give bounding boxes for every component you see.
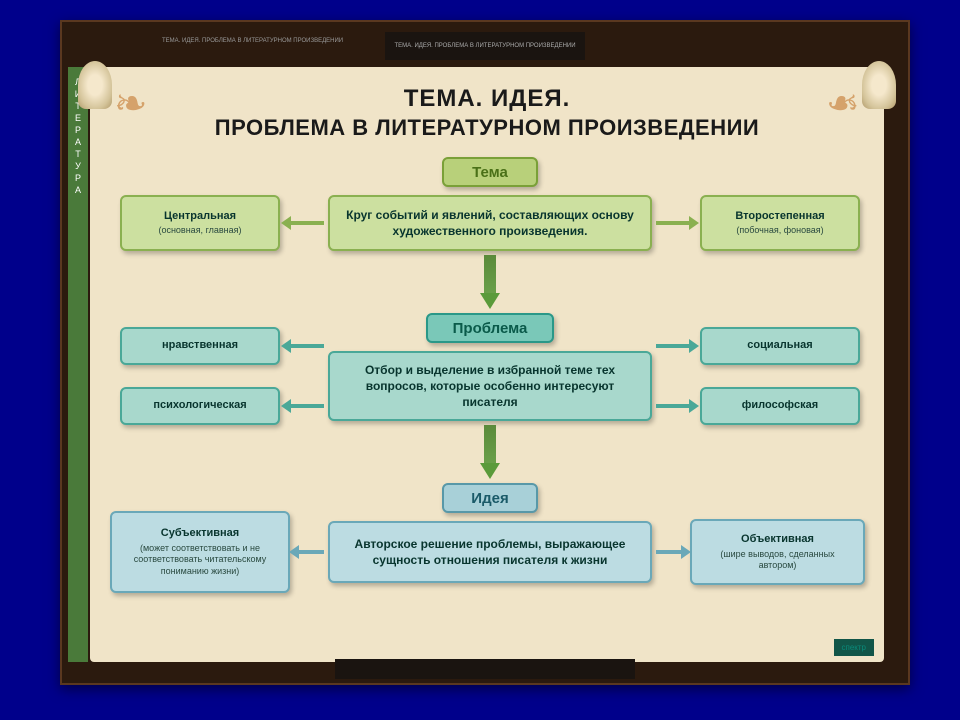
ideya-header: Идея <box>442 483 538 513</box>
ideya-left-t1: Субъективная <box>161 527 239 541</box>
tema-right-t1: Второстепенная <box>735 210 824 224</box>
ideya-main: Авторское решение проблемы, выражающее с… <box>328 521 652 583</box>
scroll-ornament-left <box>78 61 112 109</box>
problema-right1: социальная <box>700 327 860 365</box>
tema-left: Центральная (основная, главная) <box>120 195 280 251</box>
top-tab-center: ТЕМА. ИДЕЯ. ПРОБЛЕМА В ЛИТЕРАТУРНОМ ПРОИ… <box>385 32 585 60</box>
problema-arr-r2 <box>656 404 690 408</box>
tema-arrow-right <box>656 221 690 225</box>
ideya-arrow-left <box>298 550 324 554</box>
down-arrow-1-stem <box>484 255 496 295</box>
publisher-logo: спектр <box>834 639 874 656</box>
tema-main: Круг событий и явлений, составляющих осн… <box>328 195 652 251</box>
floral-ornament-right: ❧ <box>826 81 860 127</box>
tema-left-t1: Центральная <box>164 210 236 224</box>
ideya-right: Объективная (шире выводов, сделанных авт… <box>690 519 865 585</box>
down-arrow-2-head <box>480 463 500 479</box>
floral-ornament-left: ❧ <box>114 81 148 127</box>
poster-canvas: ❧ ❧ ТЕМА. ИДЕЯ. ПРОБЛЕМА В ЛИТЕРАТУРНОМ … <box>90 67 884 662</box>
problema-arr-l2 <box>290 404 324 408</box>
problema-arr-r1 <box>656 344 690 348</box>
spine-label: ЛИТЕРАТУРА <box>68 67 88 662</box>
tema-right-t2: (побочная, фоновая) <box>736 225 823 236</box>
top-tab-left: ТЕМА. ИДЕЯ. ПРОБЛЕМА В ЛИТЕРАТУРНОМ ПРОИ… <box>162 38 343 44</box>
problema-left2: психологическая <box>120 387 280 425</box>
problema-main: Отбор и выделение в избранной теме тех в… <box>328 351 652 421</box>
title-line-2: ПРОБЛЕМА В ЛИТЕРАТУРНОМ ПРОИЗВЕДЕНИИ <box>90 115 884 141</box>
scroll-ornament-right <box>862 61 896 109</box>
ideya-right-t1: Объективная <box>741 533 814 547</box>
ideya-left: Субъективная (может соответствовать и не… <box>110 511 290 593</box>
tema-header: Тема <box>442 157 538 187</box>
ideya-left-t2: (может соответствовать и не соответствов… <box>122 543 278 577</box>
problema-header: Проблема <box>426 313 554 343</box>
down-arrow-2-stem <box>484 425 496 465</box>
problema-right2: философская <box>700 387 860 425</box>
ideya-arrow-right <box>656 550 682 554</box>
tema-right: Второстепенная (побочная, фоновая) <box>700 195 860 251</box>
bottom-strip <box>335 659 635 679</box>
down-arrow-1-head <box>480 293 500 309</box>
tema-left-t2: (основная, главная) <box>158 225 241 236</box>
problema-arr-l1 <box>290 344 324 348</box>
ideya-right-t2: (шире выводов, сделанных автором) <box>702 549 853 572</box>
title-block: ТЕМА. ИДЕЯ. ПРОБЛЕМА В ЛИТЕРАТУРНОМ ПРОИ… <box>90 67 884 141</box>
title-line-1: ТЕМА. ИДЕЯ. <box>90 85 884 113</box>
tema-arrow-left <box>290 221 324 225</box>
poster-frame: ТЕМА. ИДЕЯ. ПРОБЛЕМА В ЛИТЕРАТУРНОМ ПРОИ… <box>60 20 910 685</box>
problema-left1: нравственная <box>120 327 280 365</box>
